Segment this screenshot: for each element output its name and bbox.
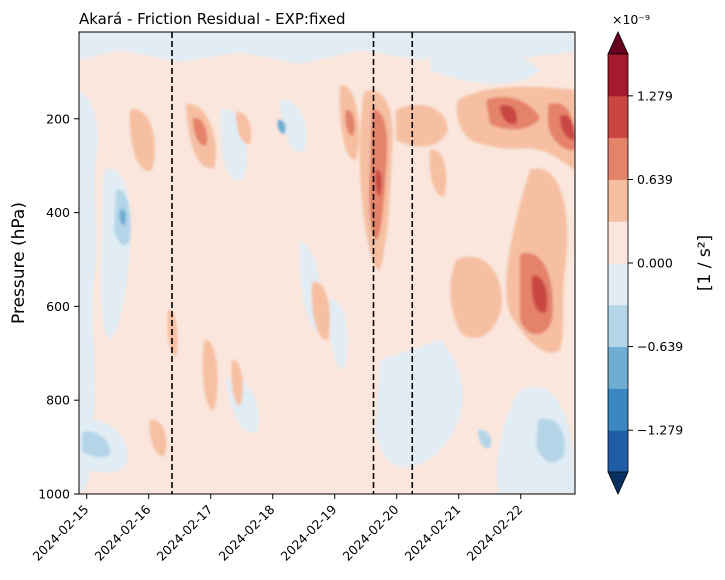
contour-neg-right-core2	[478, 429, 492, 449]
contour-pos-i	[396, 104, 448, 147]
y-tick-label: 800	[46, 393, 70, 408]
colorbar-segment	[608, 179, 628, 222]
contour-neg-right-core	[536, 418, 565, 463]
contour-neg-right-1	[376, 340, 463, 468]
event-lines	[171, 32, 414, 494]
contour-pos-n-core	[531, 275, 548, 313]
colorbar-tick-label: −0.639	[637, 339, 683, 354]
colorbar-tick-label: 0.639	[637, 172, 673, 187]
x-tick-label: 2024-02-18	[215, 502, 277, 564]
contour-neg-left-core2	[119, 208, 127, 226]
contour-neg-mid-4	[329, 299, 348, 370]
x-tick-label: 2024-02-17	[153, 502, 215, 564]
contour-pos-k-core3	[500, 105, 518, 125]
y-tick-label: 200	[46, 111, 70, 126]
x-tick-label: 2024-02-19	[277, 502, 339, 564]
y-tick-label: 400	[46, 205, 70, 220]
contour-pos-g-core	[345, 109, 355, 136]
contour-neg-right-3	[496, 386, 575, 494]
colorbar-tick-label: −1.279	[637, 423, 683, 438]
colorbar-exponent-label: ×10⁻⁹	[612, 12, 650, 27]
colorbar-segment	[608, 388, 628, 431]
x-tick-label: 2024-02-20	[339, 502, 401, 564]
contour-pos-k-core4	[560, 115, 575, 140]
contour-pos-o	[149, 419, 167, 457]
colorbar-segment	[608, 263, 628, 306]
contour-field	[79, 32, 575, 494]
x-tick-label: 2024-02-21	[401, 502, 463, 564]
contour-neg-right-2	[430, 39, 540, 84]
colorbar-segment	[608, 137, 628, 180]
y-axis-label: Pressure (hPa)	[9, 202, 29, 324]
contour-pos-h-core2	[375, 169, 382, 196]
contour-pos-e	[231, 359, 243, 406]
colorbar-segment	[608, 430, 628, 473]
colorbar-segment	[608, 221, 628, 264]
colorbar-label: [1 / s²]	[695, 235, 715, 291]
contour-pos-d	[202, 339, 218, 411]
x-tick-label: 2024-02-15	[29, 502, 91, 564]
contour-neg-left-column	[79, 90, 98, 494]
contour-neg-dot	[277, 119, 286, 134]
colorbar-tick-label: 0.000	[637, 256, 673, 271]
colorbar: −1.279 −0.639 0.000 0.639 1.279	[607, 31, 683, 495]
y-tick-label: 1000	[38, 487, 70, 502]
x-axis: 2024-02-15 2024-02-16 2024-02-17 2024-02-18…	[29, 494, 525, 564]
contour-neg-mid-2	[280, 99, 307, 153]
x-tick-label: 2024-02-22	[463, 502, 525, 564]
y-tick-label: 600	[46, 299, 70, 314]
contour-neg-bottom-left-core	[82, 431, 111, 458]
plot-frame	[78, 31, 576, 495]
x-tick-label: 2024-02-16	[91, 502, 153, 564]
y-axis: 200 400 600 800 1000	[38, 111, 79, 502]
chart-title: Akará - Friction Residual - EXP:fixed	[79, 10, 346, 28]
colorbar-extend-min	[607, 471, 629, 495]
plot-area	[78, 31, 576, 495]
contour-pos-c	[236, 111, 252, 145]
contour-pos-b-core	[193, 117, 208, 146]
colorbar-segment	[608, 346, 628, 389]
contour-pos-m	[450, 256, 502, 339]
colorbar-extend-max	[607, 31, 629, 55]
colorbar-segment	[608, 304, 628, 348]
colorbar-segment	[608, 95, 628, 139]
contour-pos-f	[311, 281, 331, 341]
contour-pos-a	[129, 109, 155, 171]
contour-pos-j	[429, 149, 447, 197]
colorbar-tick-label: 1.279	[637, 88, 673, 103]
colorbar-segment	[608, 54, 628, 97]
